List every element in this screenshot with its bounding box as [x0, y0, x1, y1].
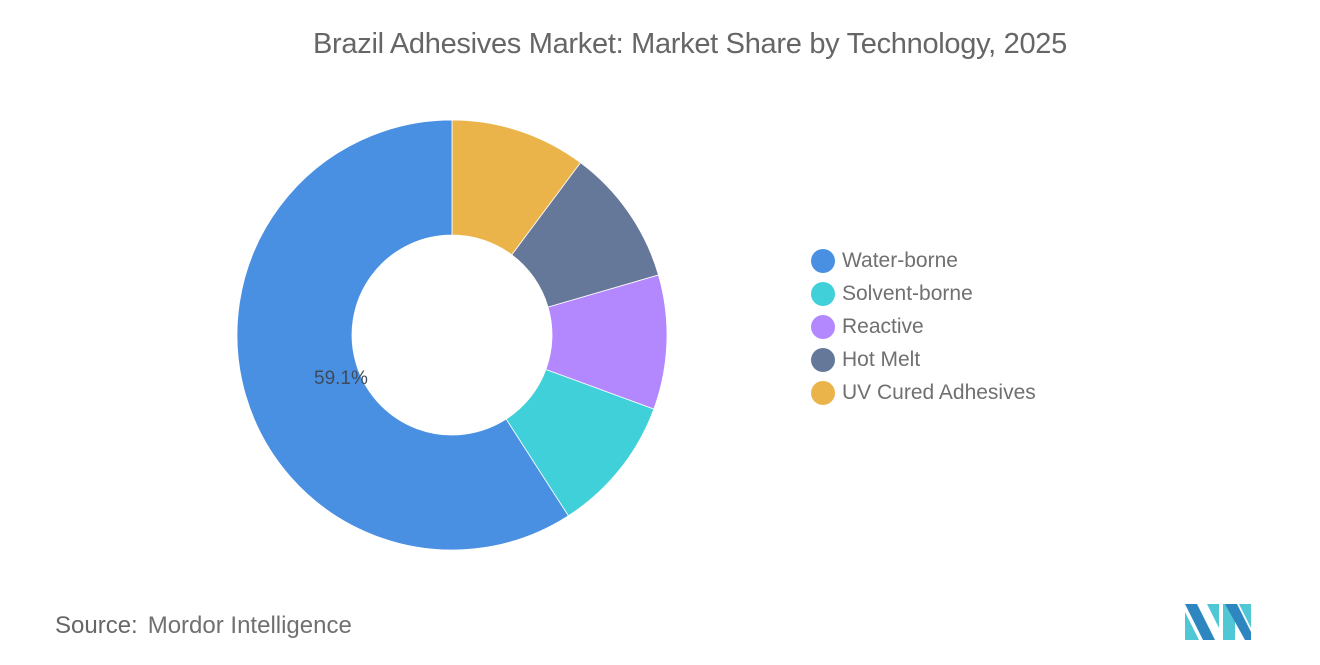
donut-slices — [236, 119, 668, 551]
legend-label: Hot Melt — [842, 347, 921, 371]
mordor-intelligence-logo-icon — [1185, 604, 1251, 640]
legend-dot-icon — [811, 380, 835, 405]
legend: Water-borne Solvent-borne Reactive Hot M… — [811, 244, 1036, 409]
legend-item-hot-melt[interactable]: Hot Melt — [811, 343, 1036, 376]
source-value: Mordor Intelligence — [147, 612, 352, 639]
source-label: Source: — [55, 612, 138, 639]
legend-item-solvent-borne[interactable]: Solvent-borne — [811, 277, 1036, 310]
legend-label: UV Cured Adhesives — [842, 380, 1036, 404]
slice-water-borne[interactable] — [236, 119, 569, 551]
legend-dot-icon — [811, 347, 835, 372]
chart-title: Brazil Adhesives Market: Market Share by… — [313, 28, 1067, 60]
legend-label: Water-borne — [842, 248, 958, 272]
legend-label: Reactive — [842, 314, 924, 338]
legend-dot-icon — [811, 281, 835, 306]
legend-dot-icon — [811, 314, 835, 339]
slice-label-water-borne: 59.1% — [314, 368, 368, 389]
legend-item-reactive[interactable]: Reactive — [811, 310, 1036, 343]
legend-item-uv-cured-adhesives[interactable]: UV Cured Adhesives — [811, 376, 1036, 409]
legend-dot-icon — [811, 248, 835, 273]
legend-item-water-borne[interactable]: Water-borne — [811, 244, 1036, 277]
legend-label: Solvent-borne — [842, 281, 973, 305]
source-attribution: Source: Mordor Intelligence — [55, 612, 352, 640]
